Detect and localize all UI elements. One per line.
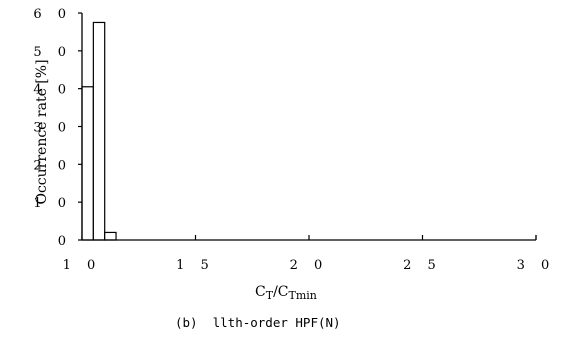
- x-axis-label-sub1: T: [266, 289, 274, 302]
- x-tick-labels: 1 0 1 5 2 0 2 5 3 0: [63, 258, 556, 273]
- x-axis-label-sub2: Tmin: [289, 289, 317, 302]
- y-tick-label: 3 0: [33, 121, 72, 136]
- chart-caption: (b) llth-order HPF(N): [175, 315, 341, 330]
- histogram-bars: [81, 21, 117, 241]
- y-tick-label: 1 0: [33, 196, 72, 211]
- x-tick-label: 1 5: [176, 258, 215, 273]
- x-tick-label: 2 0: [290, 258, 329, 273]
- histogram-bar: [81, 86, 94, 241]
- y-axis-label: Occurrence rate [%]: [34, 59, 50, 204]
- x-axis-label: CT/CTmin: [255, 284, 317, 302]
- histogram-bar: [104, 231, 117, 241]
- y-tick-label: 4 0: [33, 83, 72, 98]
- y-tick-label: 0: [58, 234, 72, 249]
- x-axis-label-slash: /C: [273, 284, 288, 300]
- x-tick-label: 3 0: [517, 258, 556, 273]
- y-tick-marks: [78, 12, 82, 241]
- histogram-bar: [92, 21, 106, 241]
- y-tick-label: 6 0: [33, 7, 72, 22]
- x-axis-label-main: C: [255, 284, 266, 300]
- y-tick-label: 2 0: [33, 158, 72, 173]
- x-tick-marks: [81, 235, 537, 240]
- y-tick-label: 5 0: [33, 45, 72, 60]
- x-tick-label: 2 5: [403, 258, 442, 273]
- x-tick-label: 1 0: [63, 258, 102, 273]
- y-tick-labels: 0 1 0 2 0 3 0 4 0 5 0 6 0: [33, 7, 72, 249]
